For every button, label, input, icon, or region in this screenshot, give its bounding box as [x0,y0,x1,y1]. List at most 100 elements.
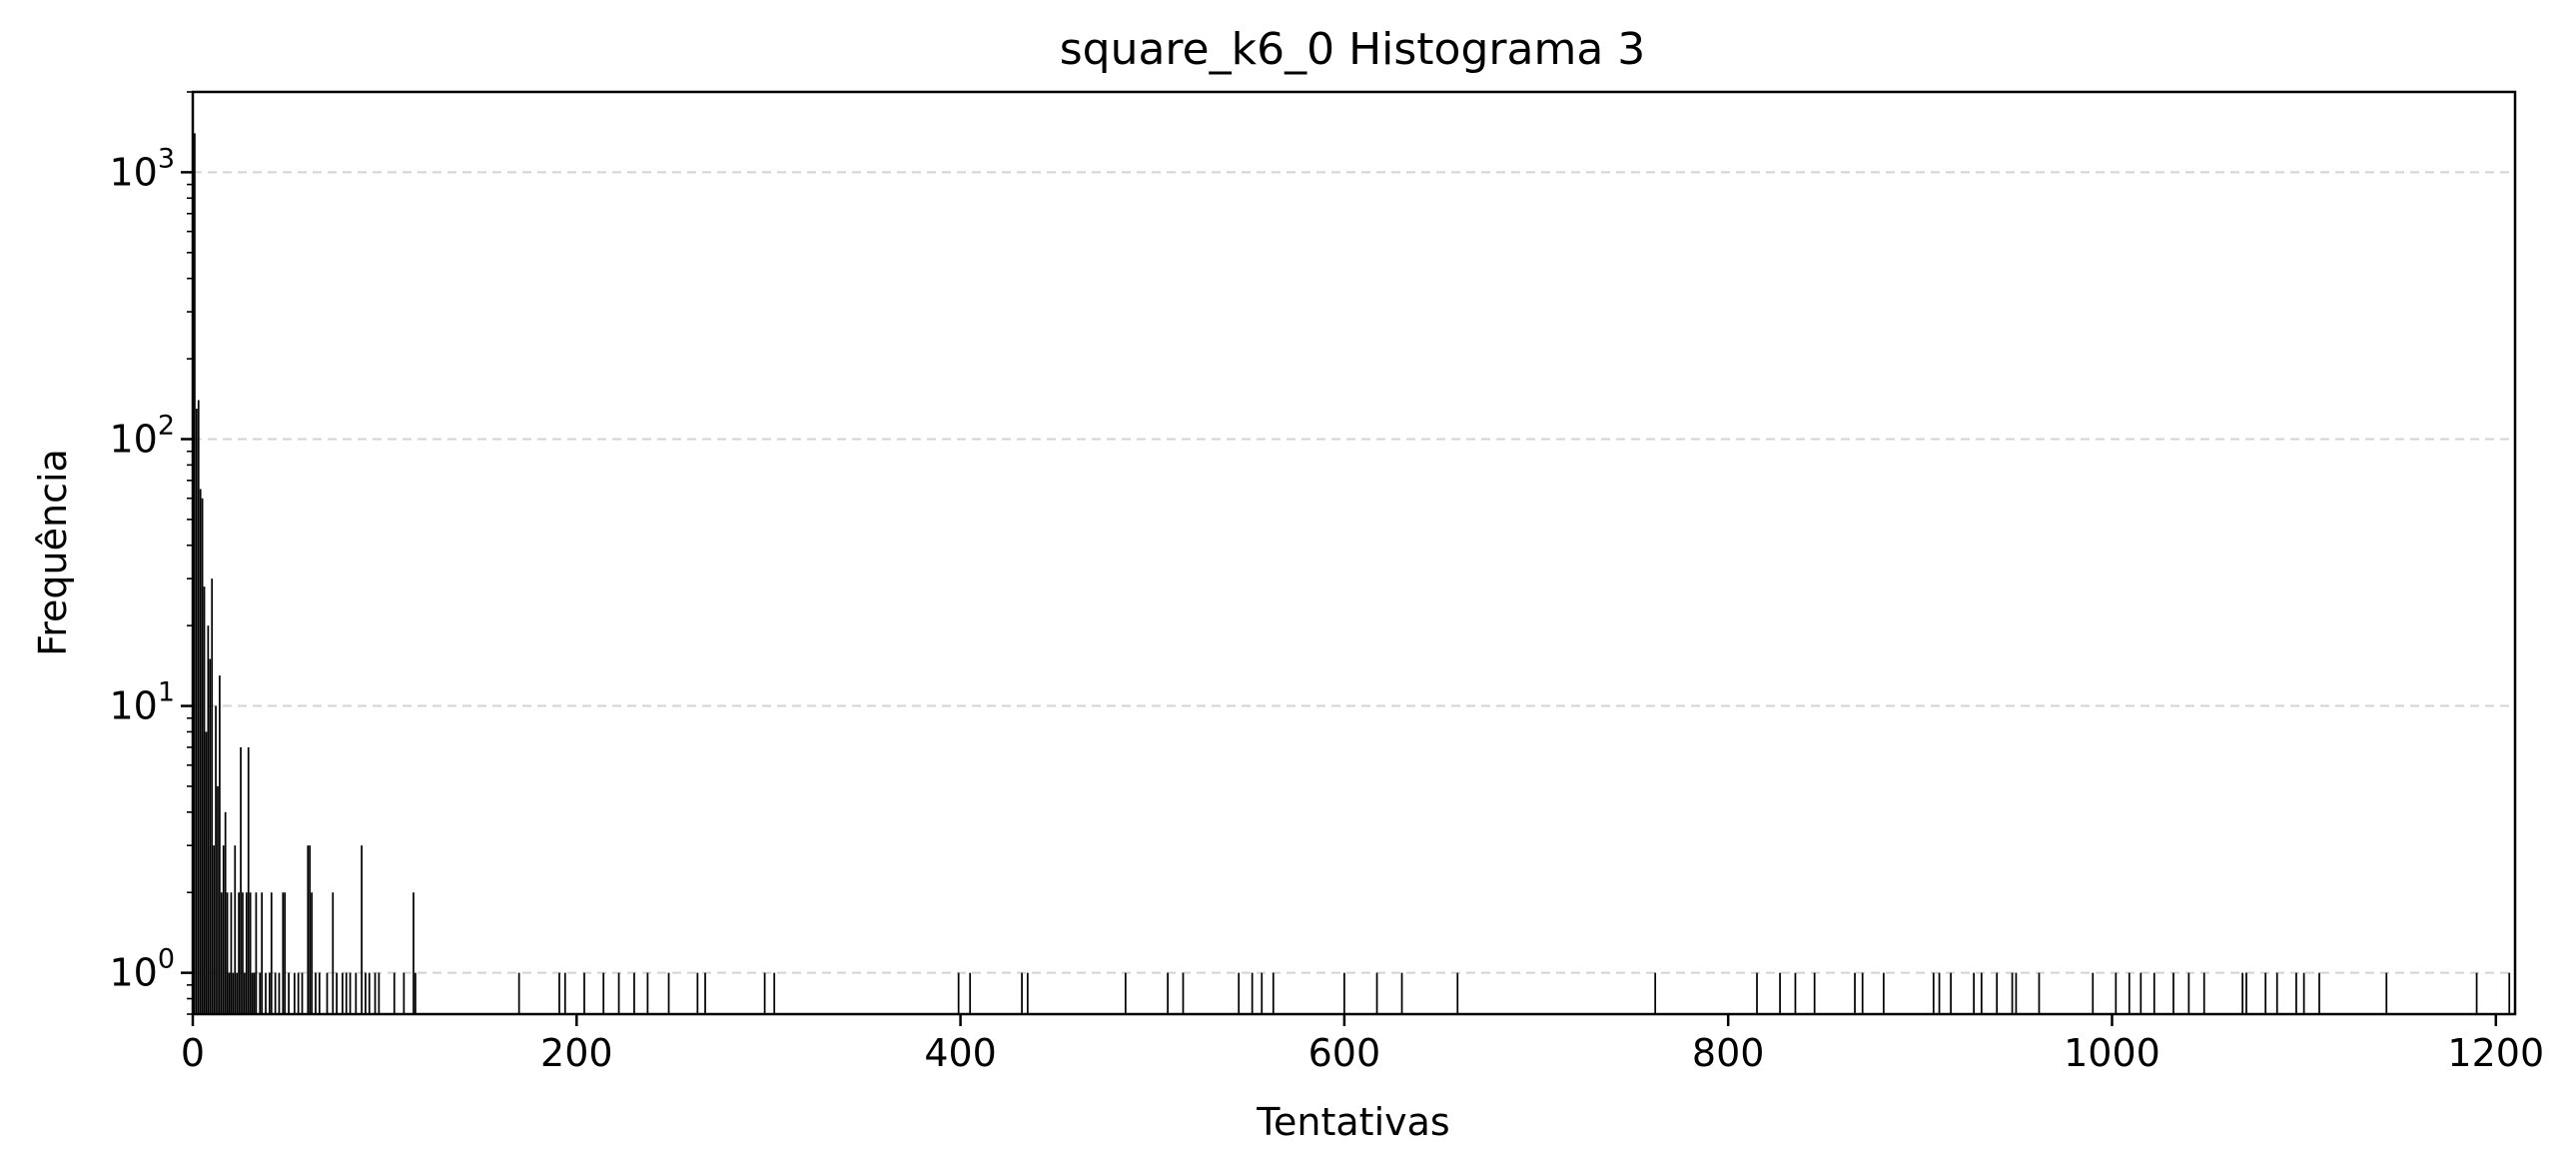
histogram-bar [1021,972,1023,1014]
chart-title: square_k6_0 Histograma 3 [1060,24,1646,75]
histogram-bar [332,892,335,1014]
histogram-bar [288,972,290,1014]
histogram-bar [558,972,560,1014]
histogram-bar [1779,972,1781,1014]
histogram-bar [301,972,304,1014]
histogram-bar [215,705,217,1014]
histogram-bar [195,409,198,1014]
histogram-bar [270,892,273,1014]
histogram-bar [1980,972,1983,1014]
histogram-bar [207,625,210,1014]
histogram-bar [2245,972,2247,1014]
histogram-bar [355,972,358,1014]
y-tick-exponent: 2 [158,410,175,441]
histogram-bar [667,972,670,1014]
histogram-bar [969,972,972,1014]
histogram-bar [393,972,396,1014]
y-tick-base: 10 [109,417,157,461]
histogram-bar [307,845,310,1014]
histogram-bar [1124,972,1127,1014]
histogram-bar [1813,972,1816,1014]
histogram-bar [224,811,227,1014]
x-axis-label: Tentativas [1256,1100,1449,1144]
histogram-bar [2187,972,2190,1014]
histogram-bar [2115,972,2118,1014]
histogram-bar [242,892,244,1014]
y-tick-exponent: 0 [158,944,175,975]
histogram-bars [194,133,2511,1015]
histogram-bar [244,972,246,1014]
histogram-bar [232,972,235,1014]
histogram-bar [2092,972,2095,1014]
histogram-bar [563,972,566,1014]
histogram-bar [345,972,348,1014]
histogram-bar [219,675,221,1014]
histogram-bar [617,972,620,1014]
histogram-bar [361,845,363,1014]
histogram-bar [226,892,229,1014]
histogram-bar [253,972,256,1014]
histogram-bar [1973,972,1976,1014]
plot-frame [191,90,2517,1016]
histogram-bar [413,892,415,1014]
histogram-bar [583,972,585,1014]
x-tick-label: 800 [1692,1031,1765,1075]
y-tick-exponent: 1 [158,677,175,708]
histogram-bar [1251,972,1254,1014]
histogram-bar [245,892,248,1014]
histogram-bar [349,972,352,1014]
histogram-bar [274,972,277,1014]
histogram-bar [228,972,231,1014]
y-tick-base: 10 [109,150,157,194]
histogram-bar [247,746,250,1014]
histogram-bar [773,972,776,1014]
histogram-bar [203,587,206,1014]
histogram-bar [315,972,317,1014]
histogram-bar [2475,972,2478,1014]
histogram-bar [1167,972,1169,1014]
histogram-bar [265,972,267,1014]
histogram-bar [234,845,237,1014]
histogram-bar [197,400,200,1015]
histogram-bar [2172,972,2174,1014]
histogram-bar [403,972,406,1014]
histogram-bar [2241,972,2244,1014]
histogram-bar [238,892,240,1014]
histogram-bar [318,972,321,1014]
histogram-bar [211,579,214,1014]
histogram-bar [297,972,300,1014]
histogram-bar [2011,972,2014,1014]
histogram-bar [217,785,219,1014]
x-tick-label: 600 [1308,1031,1381,1075]
histogram-bar [236,972,239,1014]
histogram-bar [696,972,699,1014]
x-tick-label: 200 [540,1031,613,1075]
histogram-bar [1343,972,1345,1014]
histogram-bar [646,972,649,1014]
histogram-bar [1375,972,1378,1014]
histogram-bar [1932,972,1935,1014]
histogram-bar [2302,972,2305,1014]
histogram-bar [2385,972,2388,1014]
histogram-bar [199,489,202,1014]
histogram-bar [2295,972,2297,1014]
histogram-bar [1996,972,1999,1014]
histogram-bar [2202,972,2205,1014]
histogram-bar [205,731,208,1014]
histogram-bar [249,892,252,1014]
histogram-bar [365,972,367,1014]
histogram-bar [342,972,344,1014]
histogram-bar [2152,972,2155,1014]
histogram-bar [293,972,296,1014]
histogram-bar [1456,972,1459,1014]
histogram-bar [209,658,212,1014]
histogram-bar [1272,972,1275,1014]
histogram-bar [282,892,285,1014]
histogram-bar [1854,972,1856,1014]
histogram-bar [259,972,262,1014]
histogram-bar [268,972,271,1014]
y-tick-base: 10 [109,684,157,728]
y-tick-base: 10 [109,951,157,995]
histogram-bar [374,972,377,1014]
